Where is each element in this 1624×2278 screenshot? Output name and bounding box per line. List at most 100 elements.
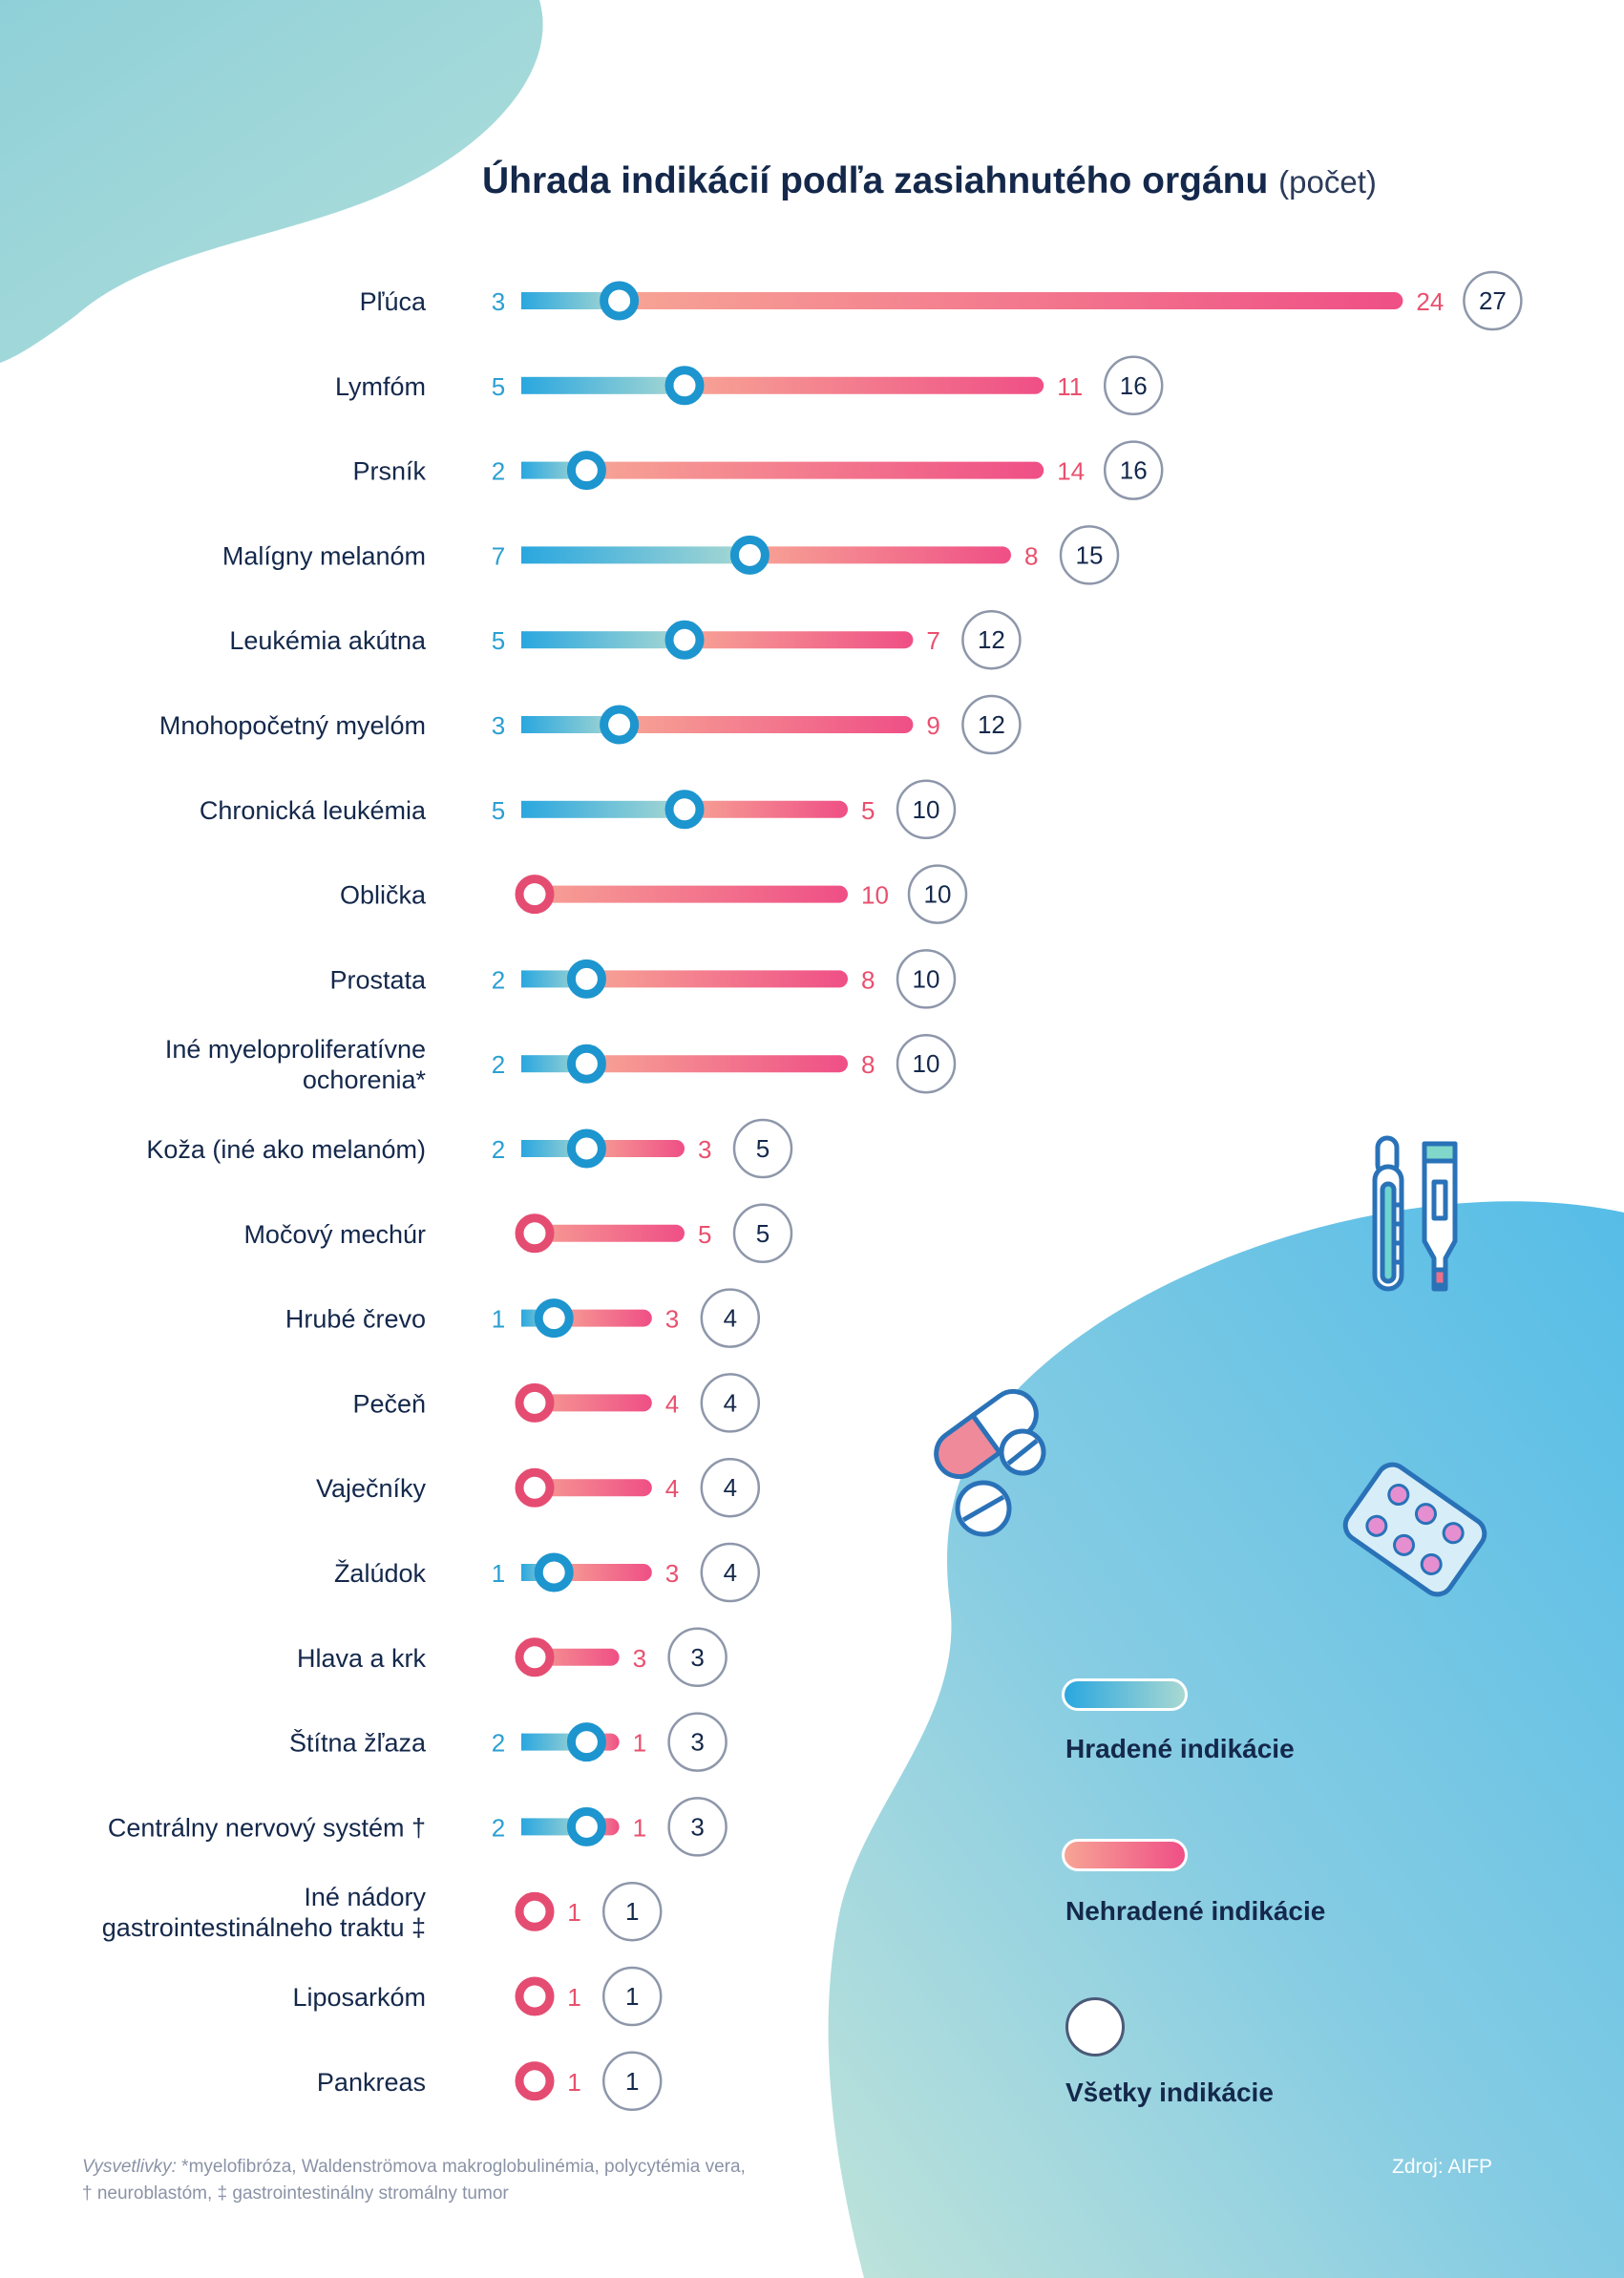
total-circle	[907, 864, 968, 924]
bar-unreimbursed	[554, 1564, 652, 1581]
category-label: Malígny melanóm	[222, 541, 426, 570]
value-label-reimbursed: 2	[492, 1813, 505, 1842]
category-label-line: Liposarkóm	[292, 1983, 426, 2012]
category-label-line: Močový mechúr	[243, 1220, 426, 1249]
split-marker	[515, 2061, 555, 2101]
value-label-unreimbursed: 3	[698, 1135, 711, 1164]
split-marker	[515, 1976, 555, 2016]
value-label-unreimbursed: 5	[698, 1220, 711, 1249]
footnote-lead: Vysvetlivky:	[82, 2157, 177, 2177]
legend-swatch-unreimbursed	[1062, 1839, 1188, 1871]
split-marker	[729, 535, 770, 575]
total-value-label: 16	[1120, 456, 1148, 485]
total-circle	[700, 1457, 761, 1518]
category-label-line: Iné myeloproliferatívne	[165, 1035, 426, 1064]
split-marker	[664, 620, 705, 660]
value-label-reimbursed: 2	[492, 1050, 505, 1079]
total-circle	[896, 779, 957, 840]
category-label-line: ochorenia*	[303, 1065, 427, 1094]
value-label-reimbursed: 7	[492, 541, 505, 570]
category-label: Mnohopočetný myelóm	[159, 711, 426, 740]
split-marker	[566, 959, 606, 999]
bar-unreimbursed	[619, 716, 914, 733]
value-label-unreimbursed: 24	[1416, 287, 1444, 316]
category-label-line: Oblička	[340, 881, 427, 910]
value-label-reimbursed: 2	[492, 457, 505, 486]
thermometer-icon	[1372, 1135, 1404, 1292]
split-marker	[515, 1382, 555, 1423]
bar-reimbursed	[521, 800, 685, 818]
bar-unreimbursed	[521, 1394, 652, 1412]
bar-unreimbursed	[586, 1140, 685, 1157]
value-label-reimbursed: 2	[492, 1135, 505, 1164]
value-label-reimbursed: 2	[492, 965, 505, 994]
split-marker	[515, 1891, 555, 1931]
total-value-label: 5	[756, 1219, 770, 1248]
bar-unreimbursed	[619, 292, 1403, 309]
total-value-label: 10	[913, 1049, 940, 1078]
category-label-line: Lymfóm	[335, 372, 426, 401]
category-label: Iné myeloproliferatívne ochorenia*	[165, 1035, 427, 1094]
category-label: Prsník	[352, 457, 426, 486]
category-label: Lymfóm	[335, 372, 426, 401]
value-label-unreimbursed: 4	[665, 1474, 679, 1503]
category-label: Vaječníky	[316, 1474, 427, 1503]
legend-swatch-all	[1065, 1997, 1125, 2057]
category-label: Žalúdok	[334, 1558, 427, 1588]
category-label-line: Žalúdok	[334, 1558, 427, 1588]
split-marker	[566, 1044, 606, 1084]
value-label-unreimbursed: 8	[861, 1050, 875, 1079]
total-circle	[896, 949, 957, 1009]
value-label-unreimbursed: 11	[1057, 372, 1083, 401]
value-label-unreimbursed: 1	[567, 1983, 580, 2012]
source-note: Zdroj: AIFP	[1392, 2156, 1493, 2178]
value-label-reimbursed: 3	[492, 287, 505, 316]
category-label: Hrubé črevo	[285, 1305, 426, 1334]
category-label: Štítna žľaza	[289, 1728, 427, 1758]
category-label: Oblička	[340, 881, 427, 910]
category-label-line: Centrálny nervový systém †	[108, 1813, 426, 1842]
total-value-label: 10	[913, 795, 940, 824]
category-label: Hlava a krk	[297, 1644, 427, 1673]
digital-thermometer-icon	[1422, 1141, 1458, 1292]
value-label-unreimbursed: 1	[633, 1729, 646, 1758]
value-label-unreimbursed: 3	[633, 1644, 646, 1673]
total-value-label: 1	[625, 2067, 639, 2096]
split-marker	[566, 1722, 606, 1762]
category-label-line: Prostata	[329, 965, 427, 994]
split-marker	[566, 451, 606, 491]
value-label-unreimbursed: 3	[665, 1305, 679, 1334]
total-circle	[667, 1627, 728, 1688]
bar-unreimbursed	[685, 376, 1044, 394]
category-label-line: Iné nádory	[304, 1883, 426, 1911]
total-value-label: 3	[690, 1643, 704, 1672]
category-label-line: Štítna žľaza	[289, 1728, 427, 1758]
category-label: Koža (iné ako melanóm)	[146, 1135, 426, 1164]
total-value-label: 12	[978, 710, 1005, 739]
category-label: Liposarkóm	[292, 1983, 426, 2012]
split-marker	[600, 705, 640, 745]
value-label-unreimbursed: 1	[567, 1898, 580, 1927]
legend-label-reimbursed: Hradené indikácie	[1065, 1734, 1295, 1763]
split-marker	[515, 875, 555, 915]
total-circle	[1103, 440, 1164, 500]
value-label-unreimbursed: 5	[861, 796, 875, 825]
total-circle	[700, 1542, 761, 1603]
bar-unreimbursed	[554, 1309, 652, 1327]
split-marker	[515, 1213, 555, 1254]
category-label: Leukémia akútna	[229, 626, 427, 655]
total-value-label: 4	[724, 1558, 737, 1587]
split-marker	[664, 366, 705, 406]
category-label: Prostata	[329, 965, 427, 994]
split-marker	[534, 1298, 574, 1339]
bar-unreimbursed	[521, 885, 848, 903]
total-value-label: 4	[724, 1388, 737, 1417]
total-circle	[601, 1881, 663, 1942]
total-value-label: 3	[690, 1728, 704, 1757]
value-label-reimbursed: 3	[492, 711, 505, 740]
total-value-label: 1	[625, 1982, 639, 2011]
footnote-line-2: † neuroblastóm, ‡ gastrointestinálny str…	[82, 2183, 509, 2204]
value-label-unreimbursed: 1	[633, 1813, 646, 1842]
total-circle	[1463, 270, 1523, 331]
